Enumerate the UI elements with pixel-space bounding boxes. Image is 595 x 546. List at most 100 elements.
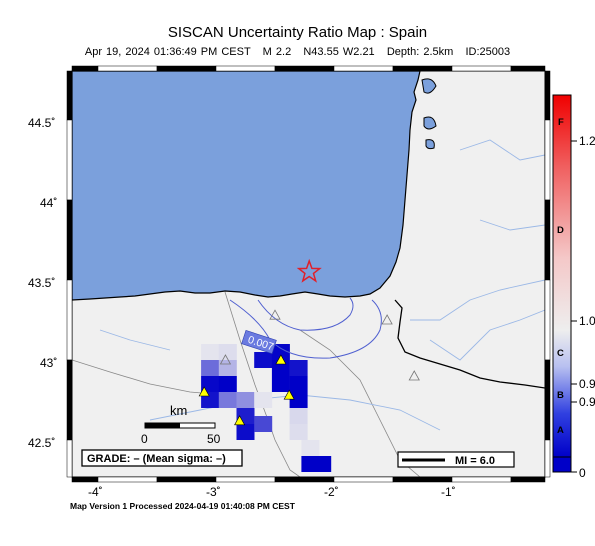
- island-2: [423, 116, 437, 130]
- event-datetime: Apr 19, 2024 01:36:49 PM CEST: [84, 46, 251, 58]
- contour-line-inner: [257, 297, 354, 331]
- scale-label-50: 50: [207, 432, 221, 446]
- grade-box: [81, 449, 243, 467]
- frame-segment: [156, 476, 217, 483]
- island-1: [421, 78, 437, 94]
- lon-tick-label: -2˚: [324, 485, 339, 499]
- frame-segment: [333, 476, 394, 483]
- event-depth: Depth: 2.5km: [386, 46, 454, 58]
- grade-letter: F: [558, 117, 564, 128]
- frame-segment: [215, 65, 276, 72]
- grid-cell: [218, 392, 237, 408]
- map-subtitle: Apr 19, 2024 01:36:49 PM CEST M 2.2 N43.…: [0, 46, 595, 58]
- grid-cell: [313, 456, 332, 472]
- grid-cell: [236, 424, 255, 440]
- sea-area: [72, 71, 421, 301]
- inactive-station-icon: [219, 354, 232, 365]
- grid-cell: [201, 344, 220, 360]
- contour-label-box: [241, 330, 277, 354]
- frame-segment: [71, 476, 99, 483]
- grade-letter: B: [557, 390, 564, 401]
- frame-segment: [66, 199, 73, 281]
- grade-letter: A: [557, 425, 564, 436]
- lon-tick-label: -1˚: [441, 485, 456, 499]
- grade-text: GRADE: – (Mean sigma: –): [87, 453, 226, 465]
- colorbar-base: [552, 456, 572, 473]
- scale-bar-segment: [145, 423, 180, 428]
- grid-cell: [236, 392, 255, 408]
- grid-cell: [289, 424, 308, 440]
- grid-cell: [254, 352, 273, 368]
- frame-segment: [215, 476, 276, 483]
- lat-tick-label: 43˚: [40, 356, 57, 370]
- frame-segment: [544, 359, 551, 441]
- frame-segment: [544, 199, 551, 281]
- event-id: ID:25003: [465, 46, 511, 58]
- grid-cell: [201, 376, 220, 392]
- inactive-station-icon: [269, 309, 281, 320]
- lon-tick-label: -4˚: [88, 485, 103, 499]
- scale-unit: km: [170, 403, 187, 418]
- frame-segment: [392, 476, 453, 483]
- grid-cell: [218, 376, 237, 392]
- border-line: [394, 299, 545, 389]
- inactive-station-icon: [381, 314, 393, 325]
- grid-cell: [254, 416, 273, 432]
- grade-letter: D: [557, 225, 564, 236]
- grade-letter: C: [557, 348, 564, 359]
- uncertainty-grid: [201, 344, 332, 472]
- frame-segment: [97, 476, 158, 483]
- frame-segment: [544, 119, 551, 201]
- lat-tick-label: 44˚: [40, 196, 57, 210]
- colorbar-label: 1.2: [579, 134, 595, 148]
- event-magnitude: M 2.2: [262, 46, 292, 58]
- frame-segment: [97, 65, 158, 72]
- frame-segment: [510, 65, 546, 72]
- processing-footer: Map Version 1 Processed 2024-04-19 01:40…: [70, 501, 295, 511]
- station-icon: [198, 386, 210, 397]
- frame-segment: [510, 476, 546, 483]
- river-4: [479, 219, 545, 231]
- map-title: SISCAN Uncertainty Ratio Map : Spain: [167, 24, 428, 41]
- grid-cell: [271, 344, 290, 360]
- grid-cell: [201, 360, 220, 376]
- frame-segment: [274, 65, 335, 72]
- river-6: [99, 329, 171, 351]
- frame-segment: [544, 439, 551, 478]
- station-icon: [275, 354, 287, 365]
- frame-segment: [156, 65, 217, 72]
- frame-scale: [66, 65, 551, 483]
- grid-cell: [289, 376, 308, 392]
- frame-segment: [544, 70, 551, 121]
- grid-cell: [254, 392, 273, 408]
- inactive-station-icon: [408, 370, 420, 381]
- lat-tick-label: 43.5˚: [28, 276, 55, 290]
- frame-segment: [451, 476, 512, 483]
- frame-segment: [66, 70, 73, 121]
- frame-segment: [66, 359, 73, 441]
- event-location: N43.55 W2.21: [303, 46, 375, 58]
- river-3: [459, 139, 545, 161]
- scale-label-0: 0: [141, 432, 148, 446]
- lat-tick-label: 44.5˚: [28, 116, 55, 130]
- frame-segment: [66, 439, 73, 478]
- river-2: [410, 279, 545, 321]
- frame-segment: [451, 65, 512, 72]
- mi-legend-text: MI = 6.0: [455, 455, 495, 467]
- grid-cell: [289, 408, 308, 424]
- grid-cell: [301, 440, 320, 456]
- grid-cell: [289, 392, 308, 408]
- frame-segment: [274, 476, 335, 483]
- epicenter-star-icon: [296, 258, 322, 283]
- station-icon: [283, 389, 295, 400]
- island-3: [425, 139, 435, 150]
- frame-segment: [544, 279, 551, 361]
- lon-tick-label: -3˚: [206, 485, 221, 499]
- station-icon: [234, 415, 246, 426]
- river-1: [429, 309, 545, 361]
- colorbar-label: 0.9: [579, 377, 595, 391]
- frame-segment: [66, 119, 73, 201]
- colorbar-label: 1.0: [579, 314, 595, 328]
- frame-segment: [392, 65, 453, 72]
